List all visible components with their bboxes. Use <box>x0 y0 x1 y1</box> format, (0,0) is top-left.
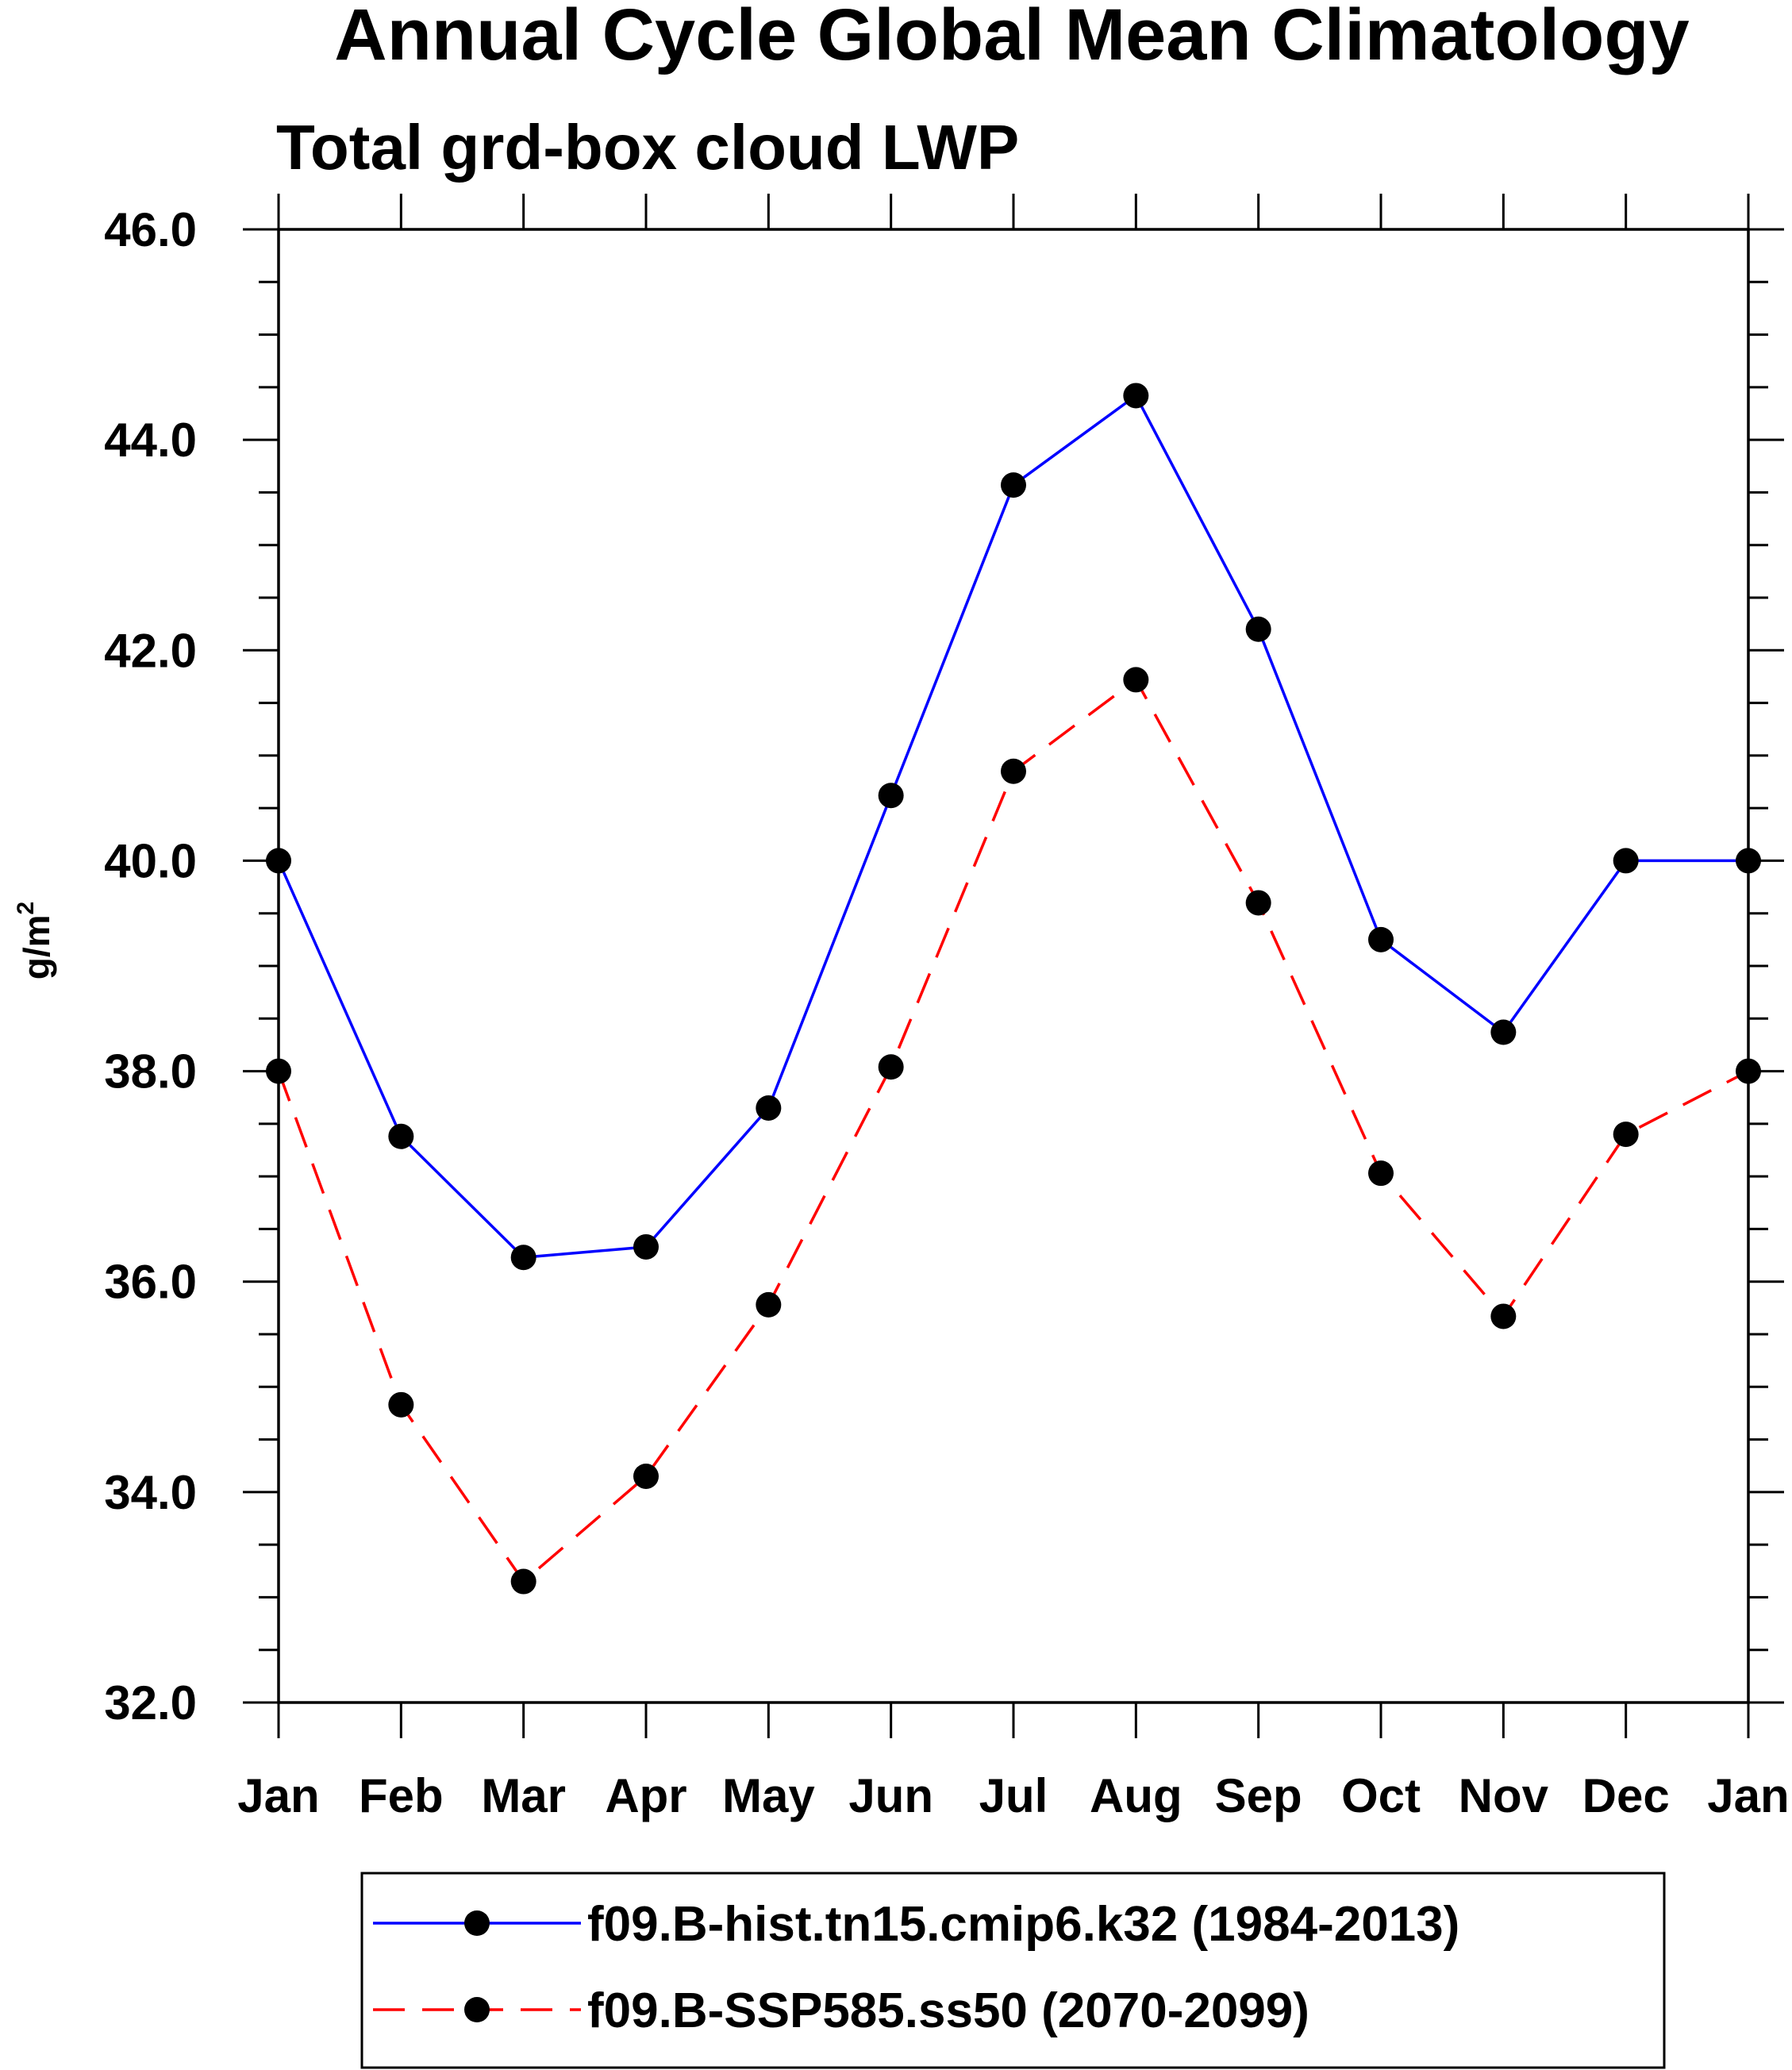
x-tick-label: Sep <box>1215 1769 1302 1822</box>
legend: f09.B-hist.tn15.cmip6.k32 (1984-2013) f09… <box>360 1872 1666 2069</box>
chart-subtitle: Total grd-box cloud LWP <box>276 112 1019 183</box>
x-tick-labels: Jan Feb Mar Apr May Jun Jul Aug Sep Oct Nov Dec Jan <box>237 1769 1789 1822</box>
data-point <box>510 1245 536 1271</box>
y-tick-label: 32.0 <box>104 1676 197 1729</box>
data-point <box>878 783 904 809</box>
x-tick-label: Apr <box>605 1769 686 1822</box>
y-tick-labels: 32.0 34.0 36.0 38.0 40.0 42.0 44.0 46.0 <box>104 203 197 1729</box>
plot-frame <box>277 228 1750 1704</box>
legend-marker <box>464 1910 490 1936</box>
y-axis-label-superscript: 2 <box>13 902 39 915</box>
data-point <box>1123 667 1149 693</box>
x-tick-label: Oct <box>1341 1769 1421 1822</box>
x-tick-label: Aug <box>1090 1769 1182 1822</box>
legend-label: f09.B-SSP585.ss50 (2070-2099) <box>587 1983 1309 2038</box>
data-point <box>1490 1303 1517 1329</box>
y-tick-label: 40.0 <box>104 834 197 887</box>
data-point <box>1245 890 1271 916</box>
series-line <box>277 678 1749 1583</box>
y-axis-label: g/m2 <box>13 902 57 979</box>
data-point <box>878 1054 904 1080</box>
data-point <box>1001 758 1026 784</box>
y-tick-label: 44.0 <box>104 414 197 467</box>
y-tick-label: 34.0 <box>104 1466 197 1519</box>
x-tick-label: Jun <box>848 1769 933 1822</box>
y-tick-label: 46.0 <box>104 203 197 256</box>
data-point <box>1123 383 1149 409</box>
legend-box <box>360 1872 1666 2069</box>
data-point <box>1490 1019 1517 1045</box>
data-point <box>1368 926 1394 952</box>
data-point <box>388 1123 414 1149</box>
data-point <box>1001 472 1026 498</box>
y-axis-label-unit: g/m <box>16 914 57 979</box>
y-tick-label: 36.0 <box>104 1256 197 1309</box>
data-point <box>510 1568 536 1595</box>
y-tick-label: 38.0 <box>104 1045 197 1098</box>
data-point <box>633 1233 659 1260</box>
x-tick-label: Jul <box>979 1769 1048 1822</box>
data-point <box>1613 848 1639 874</box>
x-tick-label: May <box>722 1769 815 1822</box>
x-tick-label: Nov <box>1459 1769 1549 1822</box>
legend-marker <box>464 1997 490 2022</box>
data-point <box>756 1291 782 1318</box>
chart-title: Annual Cycle Global Mean Climatology <box>334 0 1689 75</box>
x-tick-label: Dec <box>1582 1769 1670 1822</box>
x-tick-label: Mar <box>481 1769 566 1822</box>
x-tick-label: Jan <box>237 1769 319 1822</box>
data-point <box>388 1391 414 1418</box>
data-point <box>1368 1160 1394 1187</box>
series-2 <box>266 667 1761 1595</box>
axis-ticks <box>243 194 1784 1738</box>
data-point <box>1245 616 1271 642</box>
data-point <box>633 1463 659 1489</box>
series-1 <box>266 383 1761 1271</box>
data-point <box>1613 1122 1639 1148</box>
series-layer <box>266 383 1761 1595</box>
y-tick-label: 42.0 <box>104 624 197 677</box>
series-line <box>277 394 1748 1259</box>
data-point <box>756 1095 782 1121</box>
legend-items: f09.B-hist.tn15.cmip6.k32 (1984-2013) f09… <box>373 1897 1459 2038</box>
x-tick-label: Jan <box>1707 1769 1789 1822</box>
legend-label: f09.B-hist.tn15.cmip6.k32 (1984-2013) <box>587 1897 1459 1952</box>
x-tick-label: Feb <box>359 1769 444 1822</box>
